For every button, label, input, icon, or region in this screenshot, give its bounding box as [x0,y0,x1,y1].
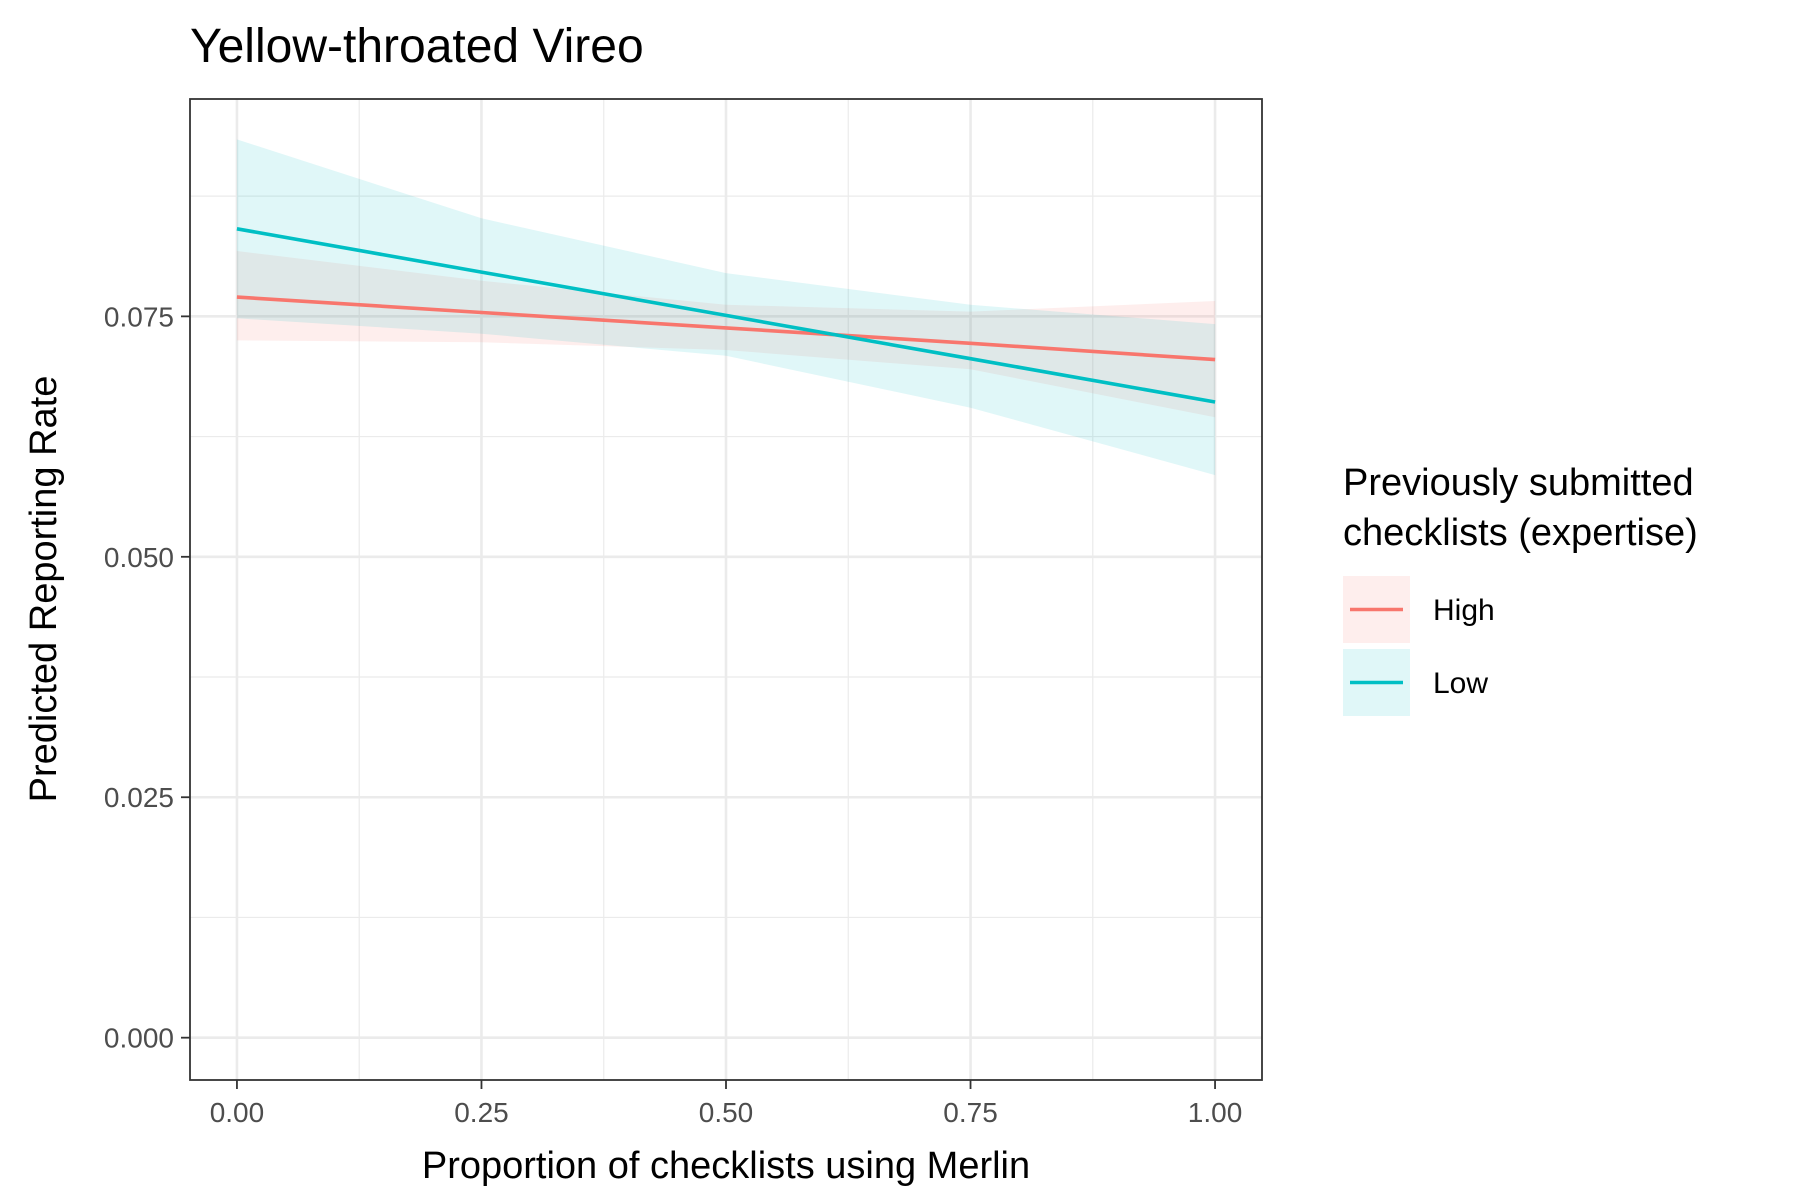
ribbon-high [236,251,1216,418]
x-tick-label-1: 0.25 [454,1097,509,1128]
series-lines [236,227,1216,404]
line-high [236,295,1216,362]
legend-label-high: High [1433,594,1495,627]
chart-title: Yellow-throated Vireo [190,20,644,73]
confidence-ribbons [236,139,1216,476]
y-axis: 0.000 0.025 0.050 0.075 [104,301,190,1054]
legend-title-line-1: Previously submitted [1343,462,1694,504]
major-gridlines [190,99,1262,1080]
x-tick-label-0: 0.00 [210,1097,265,1128]
legend: Previously submitted checklists (experti… [1343,462,1698,716]
y-tick-label-3: 0.075 [104,301,174,332]
x-tick-label-3: 0.75 [943,1097,998,1128]
x-tick-label-4: 1.00 [1188,1097,1243,1128]
legend-title-line-2: checklists (expertise) [1343,512,1698,554]
y-tick-label-0: 0.000 [104,1023,174,1054]
x-axis: 0.00 0.25 0.50 0.75 1.00 [210,1080,1243,1128]
y-axis-title: Predicted Reporting Rate [23,376,65,803]
x-axis-title: Proportion of checklists using Merlin [422,1145,1030,1187]
x-tick-label-2: 0.50 [699,1097,754,1128]
legend-label-low: Low [1433,667,1488,700]
y-tick-label-2: 0.050 [104,542,174,573]
y-tick-label-1: 0.025 [104,782,174,813]
ribbon-low [236,139,1216,476]
line-low [236,227,1216,404]
